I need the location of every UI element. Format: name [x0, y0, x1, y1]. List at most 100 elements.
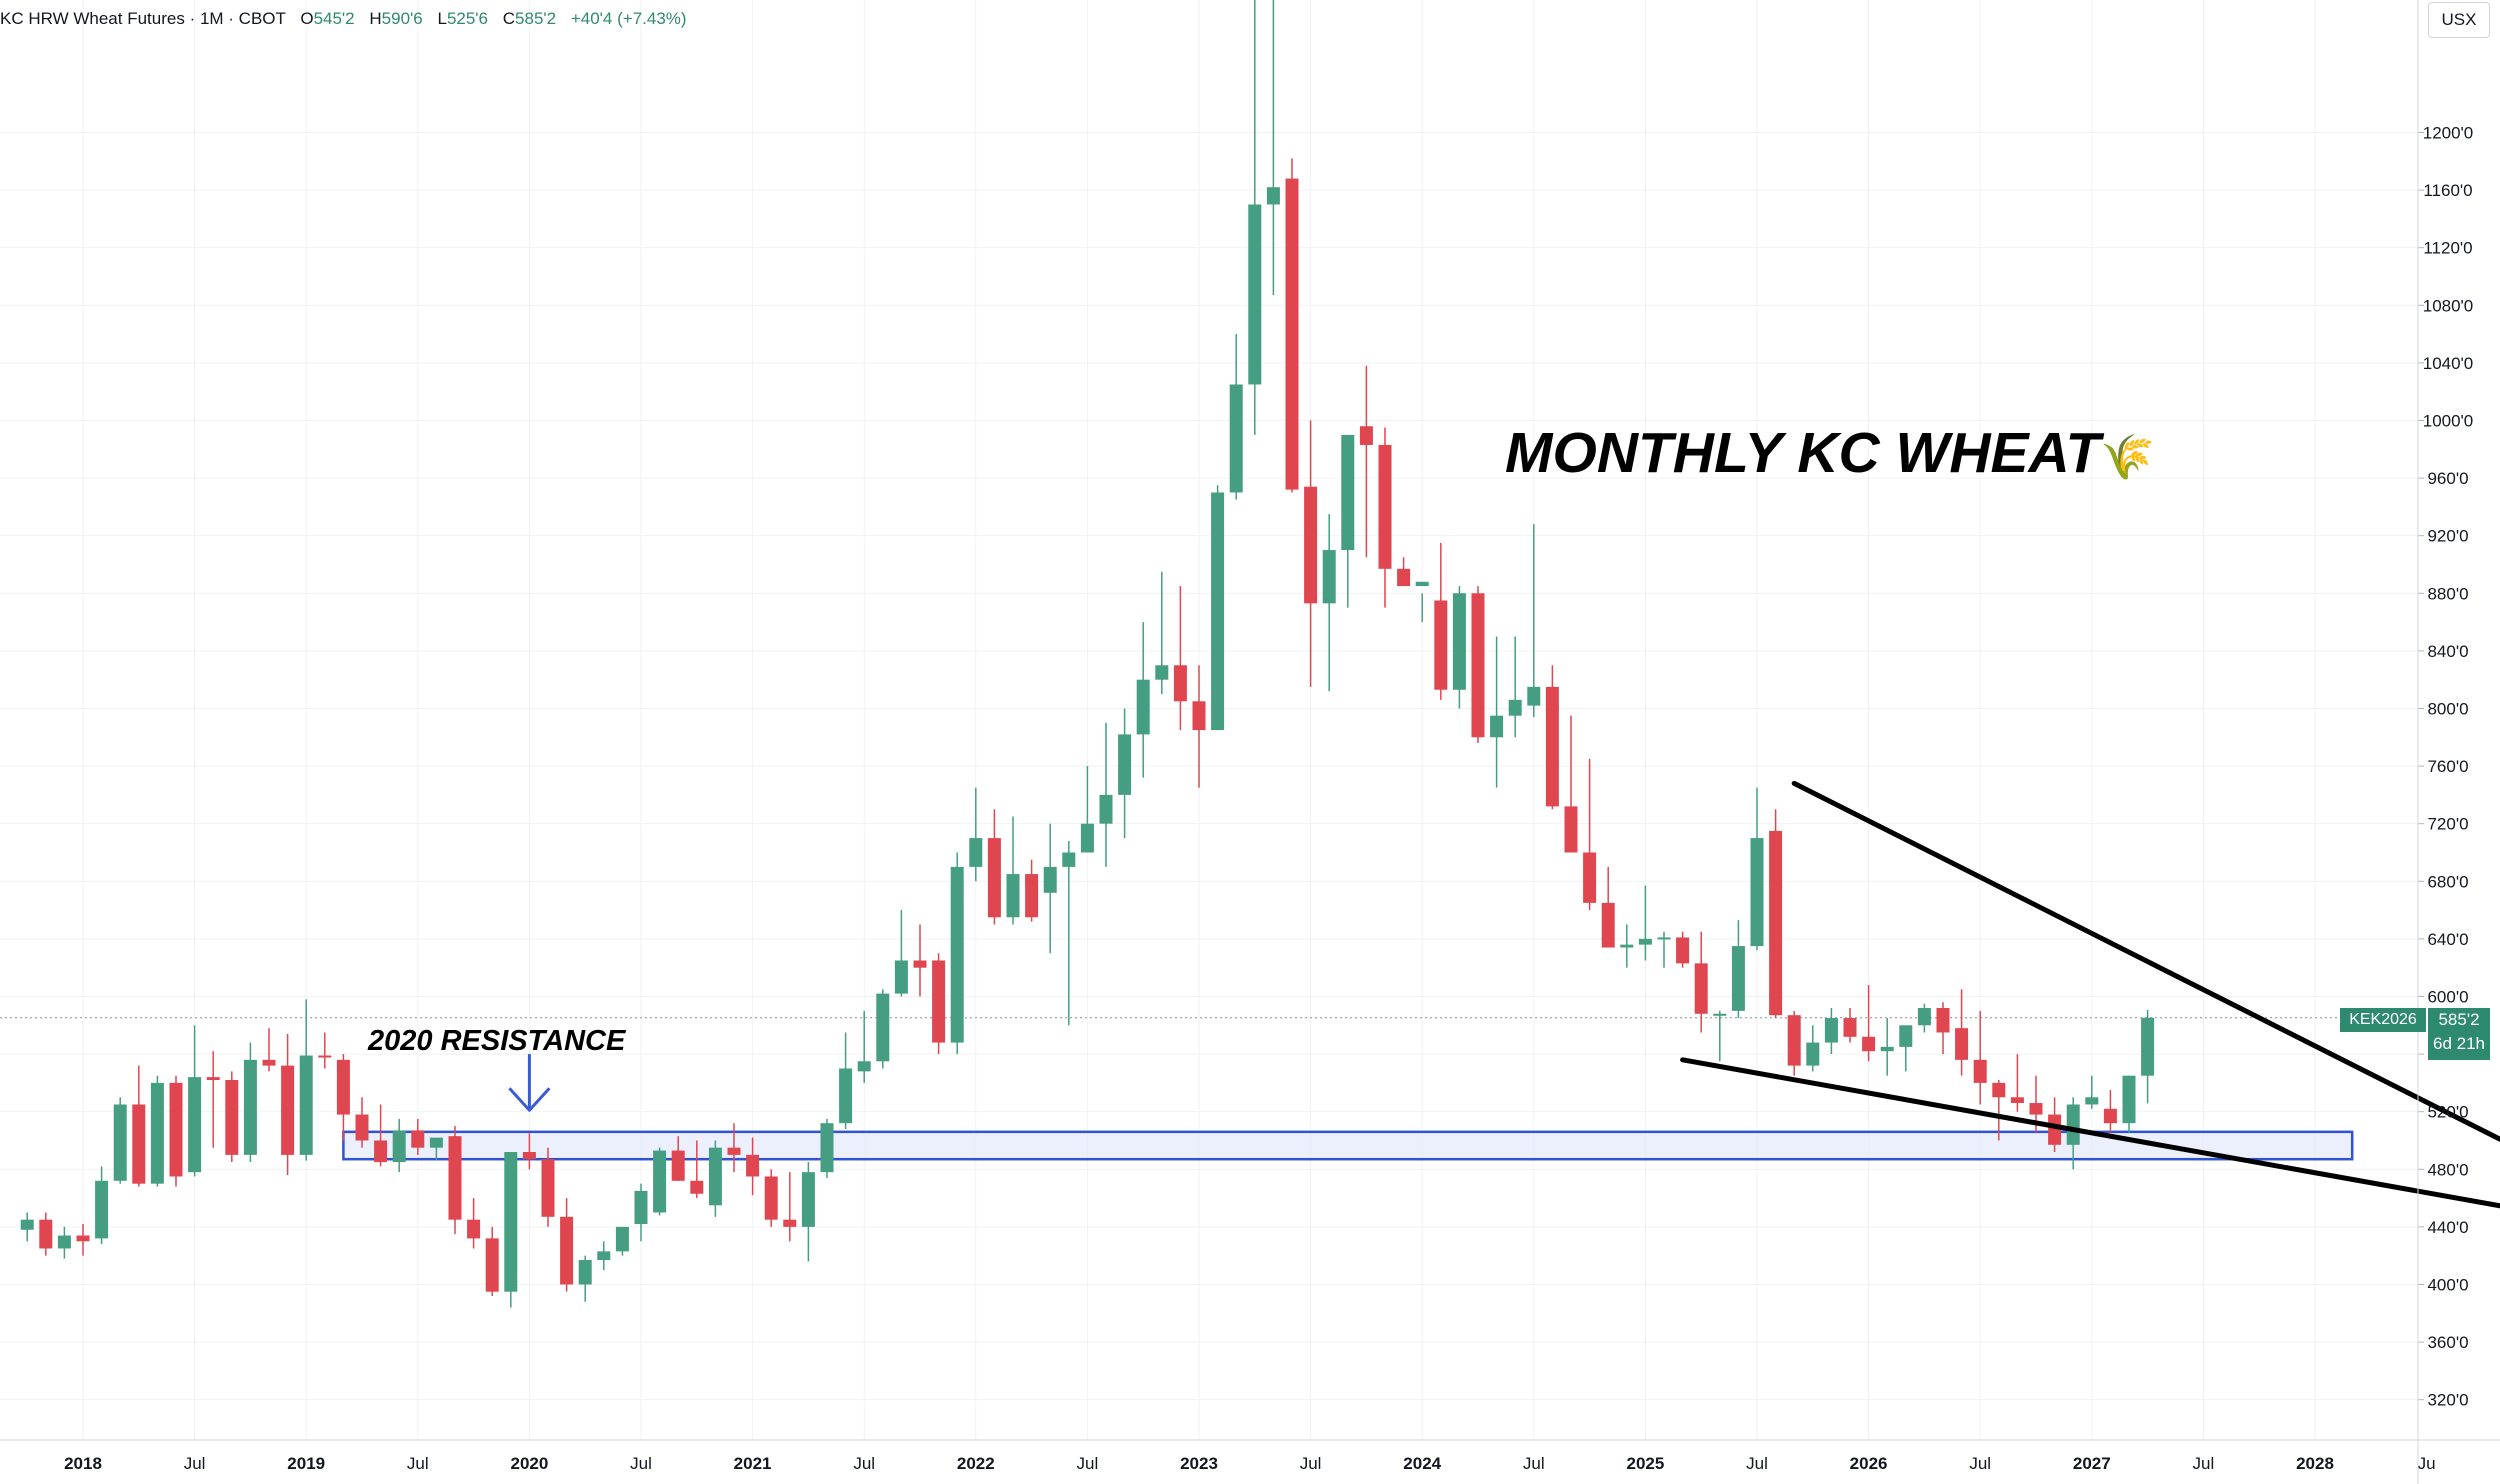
currency-unit-button[interactable]: USX [2428, 2, 2490, 38]
candle[interactable] [894, 910, 908, 997]
symbol-title[interactable]: KC HRW Wheat Futures · 1M · CBOT [0, 9, 286, 28]
candle[interactable] [392, 1118, 406, 1173]
candle[interactable] [560, 1198, 574, 1292]
candle[interactable] [1136, 622, 1150, 778]
candle[interactable] [653, 1147, 667, 1216]
candle[interactable] [1508, 636, 1522, 738]
candle[interactable] [411, 1118, 425, 1155]
candle[interactable] [1862, 984, 1876, 1062]
candle[interactable] [1322, 514, 1336, 692]
candle[interactable] [39, 1212, 53, 1256]
candle[interactable] [95, 1166, 109, 1245]
candle[interactable] [336, 1054, 350, 1141]
candle[interactable] [225, 1071, 239, 1163]
candle[interactable] [1936, 1002, 1950, 1055]
candle[interactable] [1043, 823, 1057, 954]
candle[interactable] [857, 1010, 871, 1083]
candle[interactable] [1955, 989, 1969, 1076]
candle[interactable] [1769, 809, 1783, 1019]
candle[interactable] [1285, 158, 1299, 493]
candle[interactable] [1806, 1025, 1820, 1072]
candle[interactable] [1211, 485, 1225, 731]
candle[interactable] [932, 953, 946, 1055]
candle[interactable] [1192, 665, 1206, 788]
candle[interactable] [1545, 665, 1559, 810]
candle[interactable] [1452, 586, 1466, 709]
candle[interactable] [839, 1032, 853, 1129]
candle[interactable] [2085, 1075, 2099, 1109]
candle[interactable] [1304, 420, 1318, 687]
candle[interactable] [76, 1224, 90, 1256]
candle[interactable] [150, 1075, 164, 1187]
candle[interactable] [1992, 1080, 2006, 1141]
candle[interactable] [597, 1241, 611, 1271]
candle[interactable] [132, 1065, 146, 1187]
candle[interactable] [467, 1198, 481, 1249]
candle[interactable] [1266, 0, 1280, 296]
candle[interactable] [1638, 885, 1652, 961]
candle[interactable] [690, 1140, 704, 1199]
candle[interactable] [1434, 542, 1448, 700]
candle[interactable] [1787, 1010, 1801, 1076]
candle[interactable] [1118, 708, 1132, 839]
candle[interactable] [1880, 1018, 1894, 1076]
candle[interactable] [2010, 1054, 2024, 1112]
candle[interactable] [764, 1169, 778, 1227]
candle[interactable] [1080, 766, 1094, 853]
candle[interactable] [1713, 1010, 1727, 1062]
candle[interactable] [1229, 334, 1243, 500]
candle[interactable] [1341, 434, 1355, 608]
candle[interactable] [1248, 0, 1262, 435]
candle[interactable] [746, 1137, 760, 1196]
candle[interactable] [1006, 816, 1020, 925]
candle[interactable] [1359, 365, 1373, 558]
candle[interactable] [1397, 557, 1411, 587]
candle[interactable] [1731, 920, 1745, 1019]
candle[interactable] [950, 852, 964, 1055]
candle[interactable] [727, 1123, 741, 1173]
candle[interactable] [578, 1255, 592, 1302]
candle[interactable] [318, 1032, 332, 1069]
candle[interactable] [1099, 722, 1113, 867]
candle[interactable] [634, 1183, 648, 1242]
candle[interactable] [1415, 581, 1429, 623]
candle[interactable] [485, 1226, 499, 1296]
candle[interactable] [801, 1162, 815, 1262]
candle[interactable] [1490, 636, 1504, 788]
candle[interactable] [1527, 524, 1541, 718]
candle[interactable] [2141, 1009, 2155, 1104]
candle[interactable] [1025, 859, 1039, 922]
candle[interactable] [299, 999, 313, 1161]
candle[interactable] [206, 1051, 220, 1148]
candle[interactable] [243, 1042, 257, 1163]
candle[interactable] [448, 1126, 462, 1235]
trendline-upper[interactable] [1791, 780, 2500, 1186]
candle[interactable] [281, 1033, 295, 1176]
candle[interactable] [1564, 715, 1578, 853]
candle[interactable] [355, 1097, 369, 1148]
candle[interactable] [615, 1226, 629, 1256]
candle[interactable] [188, 1025, 202, 1177]
candle[interactable] [1062, 840, 1076, 1026]
candle[interactable] [57, 1226, 71, 1259]
candle[interactable] [429, 1137, 443, 1161]
candle[interactable] [987, 809, 1001, 925]
candle[interactable] [541, 1147, 555, 1227]
candle[interactable] [1657, 931, 1671, 968]
candle[interactable] [1676, 931, 1690, 968]
candle[interactable] [1694, 931, 1708, 1033]
candle[interactable] [708, 1140, 722, 1217]
candle[interactable] [1899, 1025, 1913, 1072]
candle[interactable] [1378, 427, 1392, 608]
candle[interactable] [876, 989, 890, 1069]
candle[interactable] [820, 1118, 834, 1178]
candle[interactable] [783, 1172, 797, 1242]
candle[interactable] [1917, 1003, 1931, 1033]
candle[interactable] [2066, 1097, 2080, 1170]
candle[interactable] [671, 1136, 685, 1181]
candle[interactable] [1583, 758, 1597, 911]
candle[interactable] [262, 1028, 276, 1072]
candle[interactable] [1973, 1010, 1987, 1105]
candle[interactable] [113, 1097, 127, 1184]
